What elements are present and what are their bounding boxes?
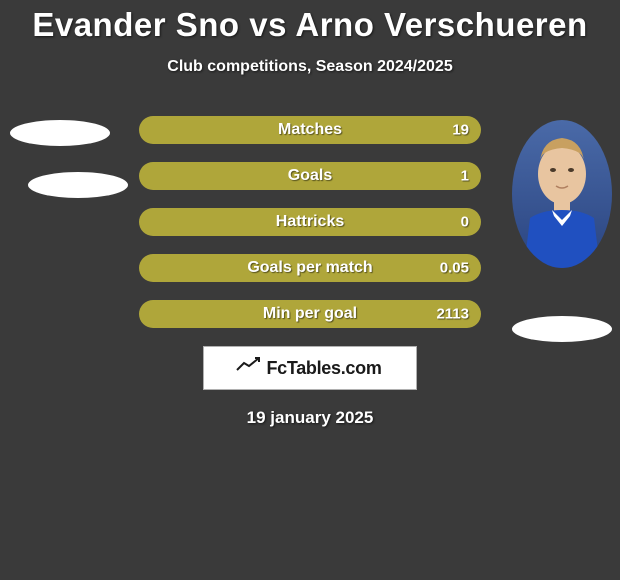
stat-label: Goals per match [247, 259, 372, 277]
stat-bar: Goals 1 [139, 162, 481, 190]
date-label: 19 january 2025 [0, 408, 620, 428]
stat-row: Matches 19 [0, 116, 620, 144]
stat-value: 1 [461, 168, 469, 185]
stat-label: Goals [288, 167, 332, 185]
stat-bar: Goals per match 0.05 [139, 254, 481, 282]
stat-bar: Hattricks 0 [139, 208, 481, 236]
stat-value: 2113 [436, 306, 469, 323]
stat-bar: Matches 19 [139, 116, 481, 144]
stats-list: Matches 19 Goals 1 Hattricks 0 Goals per match… [0, 116, 620, 328]
stat-row: Hattricks 0 [0, 208, 620, 236]
subtitle: Club competitions, Season 2024/2025 [0, 58, 620, 76]
brand-label: FcTables.com [266, 358, 381, 379]
stat-row: Goals per match 0.05 [0, 254, 620, 282]
brand-box[interactable]: FcTables.com [203, 346, 417, 390]
stat-value: 0 [461, 214, 469, 231]
stat-label: Matches [278, 121, 342, 139]
stat-label: Hattricks [276, 213, 344, 231]
page-title: Evander Sno vs Arno Verschueren [0, 0, 620, 44]
stat-row: Min per goal 2113 [0, 300, 620, 328]
comparison-card: Evander Sno vs Arno Verschueren Club com… [0, 0, 620, 580]
stat-row: Goals 1 [0, 162, 620, 190]
brand-chart-icon [238, 359, 260, 377]
stat-value: 0.05 [440, 260, 469, 277]
stat-label: Min per goal [263, 305, 357, 323]
stat-value: 19 [452, 122, 469, 139]
stat-bar: Min per goal 2113 [139, 300, 481, 328]
